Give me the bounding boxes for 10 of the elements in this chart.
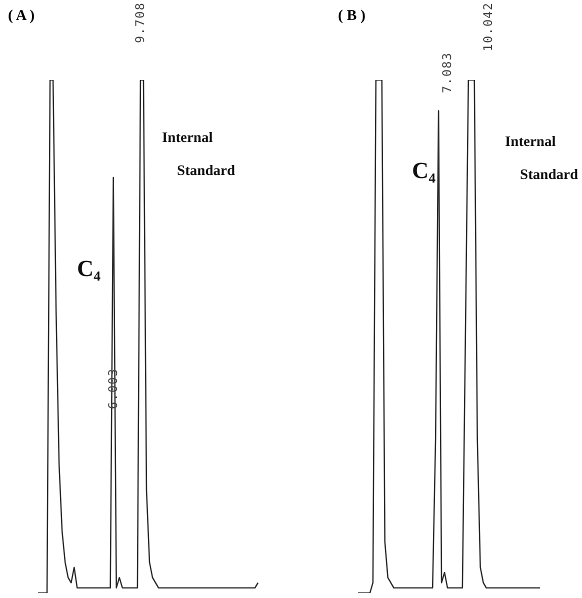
text: 10.042	[481, 2, 495, 52]
annotation: 7.083	[440, 52, 454, 94]
chart-title: ( A )	[8, 8, 35, 25]
annotation: Internal Standard	[162, 129, 236, 181]
chart-title: ( B )	[338, 8, 366, 25]
text: 9.708	[133, 2, 147, 44]
annotation: Internal Standard	[505, 133, 580, 185]
annotation: C₄	[77, 256, 101, 282]
annotation: C₄	[412, 158, 436, 184]
annotation: 6.003	[106, 368, 120, 410]
